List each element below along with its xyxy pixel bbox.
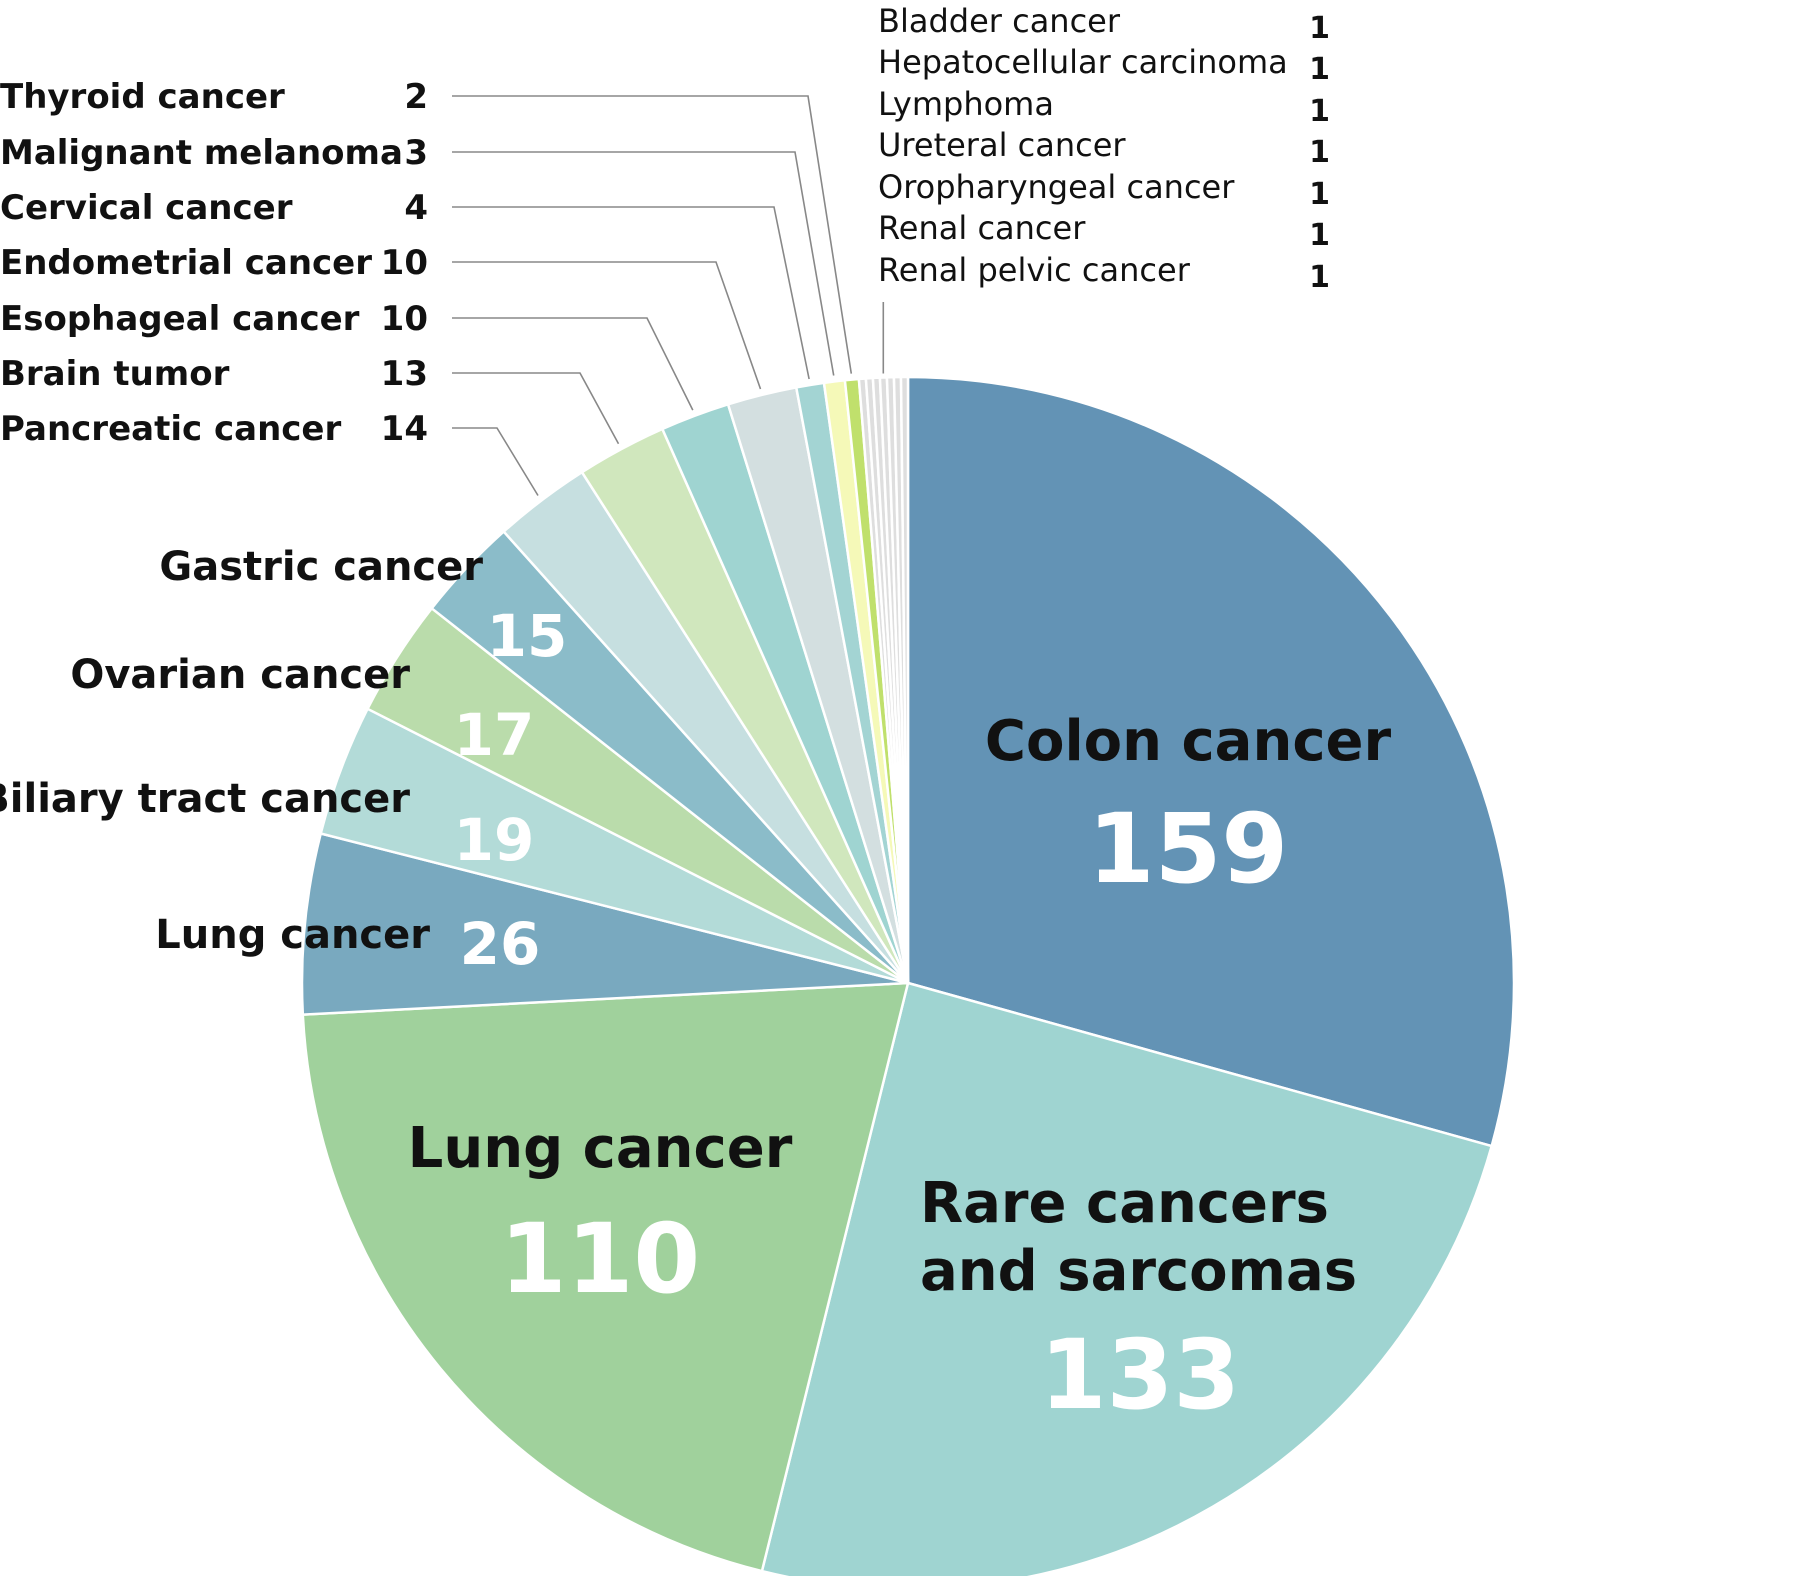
list-value: 1 bbox=[1309, 11, 1330, 46]
slice-label: Ovarian cancer bbox=[70, 652, 410, 698]
list-label: Ureteral cancer bbox=[878, 126, 1126, 164]
slice-value: 110 bbox=[500, 1203, 700, 1315]
list-value: 1 bbox=[1309, 260, 1330, 295]
list-label: Renal pelvic cancer bbox=[878, 251, 1191, 289]
slice-value: 159 bbox=[1088, 793, 1288, 905]
pie-slice bbox=[899, 375, 910, 985]
list-value: 1 bbox=[1309, 52, 1330, 87]
list-value: 1 bbox=[1309, 135, 1330, 170]
slice-label: Rare cancers bbox=[920, 1171, 1329, 1236]
list-label: Hepatocellular carcinoma bbox=[878, 43, 1288, 81]
leader-line bbox=[452, 151, 835, 376]
callout-value: 2 bbox=[404, 77, 428, 117]
callout-label: Brain tumor bbox=[0, 354, 230, 394]
slice-value: 15 bbox=[487, 602, 568, 670]
slice-value: 19 bbox=[454, 806, 535, 874]
list-label: Lymphoma bbox=[878, 85, 1054, 123]
callout-leader-lines bbox=[452, 95, 885, 496]
pie-slice bbox=[760, 981, 1493, 1576]
slice-label: Gastric cancer bbox=[159, 544, 483, 590]
slice-value: 133 bbox=[1040, 1319, 1240, 1431]
callout-value: 3 bbox=[404, 133, 428, 173]
slice-value: 17 bbox=[454, 701, 535, 769]
pie-slices bbox=[300, 375, 1516, 1576]
list-label: Renal cancer bbox=[878, 209, 1086, 247]
leader-line bbox=[452, 372, 620, 445]
callout-label: Thyroid cancer bbox=[0, 77, 285, 117]
leader-line bbox=[452, 427, 539, 496]
callout-value: 10 bbox=[381, 243, 428, 283]
pie-slice bbox=[906, 375, 1516, 1148]
list-value: 1 bbox=[1309, 94, 1330, 129]
callout-label: Pancreatic cancer bbox=[0, 409, 341, 449]
callout-value: 14 bbox=[381, 409, 428, 449]
callout-value: 4 bbox=[404, 188, 428, 228]
callout-label: Esophageal cancer bbox=[0, 299, 360, 339]
callout-value: 13 bbox=[381, 354, 428, 394]
leader-line bbox=[452, 317, 694, 411]
slice-label: Colon cancer bbox=[985, 709, 1392, 774]
leader-line bbox=[452, 206, 810, 380]
list-label: Oropharyngeal cancer bbox=[878, 168, 1235, 206]
leader-line bbox=[452, 261, 762, 390]
slice-label: Lung cancer bbox=[408, 1116, 793, 1181]
list-label: Bladder cancer bbox=[878, 2, 1121, 40]
pie-slice bbox=[300, 832, 910, 1016]
slice-value: 26 bbox=[460, 910, 541, 978]
callout-label: Cervical cancer bbox=[0, 188, 293, 228]
slice-label: Lung cancer bbox=[155, 912, 430, 958]
callout-label: Endometrial cancer bbox=[0, 243, 372, 283]
list-value: 1 bbox=[1309, 177, 1330, 212]
pie-slice bbox=[301, 981, 910, 1573]
list-value: 1 bbox=[1309, 218, 1330, 253]
leader-line bbox=[452, 95, 853, 374]
slice-label: and sarcomas bbox=[920, 1239, 1357, 1304]
slice-label: Biliary tract cancer bbox=[0, 776, 410, 822]
callout-label: Malignant melanoma bbox=[0, 133, 403, 173]
callout-value: 10 bbox=[381, 299, 428, 339]
